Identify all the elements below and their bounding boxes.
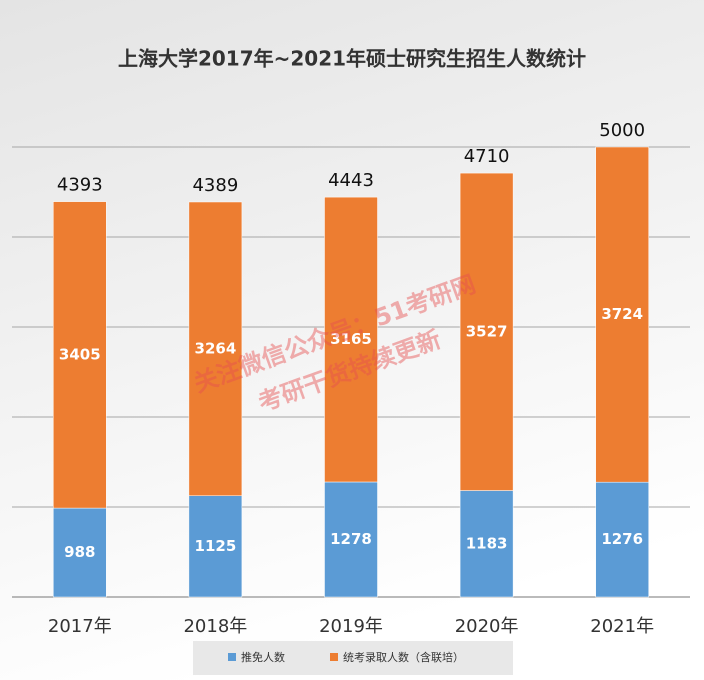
bar-segment <box>324 196 378 483</box>
x-tick-label: 2020年 <box>455 616 519 637</box>
x-tick-label: 2018年 <box>183 616 247 637</box>
value-label: 3724 <box>601 305 643 323</box>
legend-label: 推免人数 <box>241 650 285 664</box>
legend-swatch <box>228 653 236 661</box>
total-label: 4393 <box>57 175 103 196</box>
x-tick-label: 2017年 <box>48 616 112 637</box>
value-label: 1278 <box>330 530 372 548</box>
value-label: 3165 <box>330 330 372 348</box>
total-label: 4389 <box>192 175 238 196</box>
bar-segment <box>53 507 107 598</box>
value-label: 3405 <box>59 345 101 363</box>
bar-segment <box>595 481 649 598</box>
legend-swatch <box>330 653 338 661</box>
bar-segment <box>324 481 378 598</box>
value-label: 988 <box>64 543 95 561</box>
value-label: 1276 <box>601 530 643 548</box>
total-label: 5000 <box>599 120 645 141</box>
total-label: 4443 <box>328 170 374 191</box>
value-label: 3527 <box>466 322 508 340</box>
value-label: 3264 <box>195 339 237 357</box>
total-label: 4710 <box>464 146 510 167</box>
x-tick-label: 2019年 <box>319 616 383 637</box>
bar-segment <box>595 146 649 483</box>
value-label: 1125 <box>195 537 237 555</box>
bar-segment <box>188 201 243 497</box>
legend-box <box>193 641 513 675</box>
bar-segment <box>459 172 514 491</box>
legend-label: 统考录取人数（含联培） <box>343 650 464 664</box>
bar-segment <box>53 201 107 509</box>
chart-title: 上海大学2017年~2021年硕士研究生招生人数统计 <box>118 47 586 71</box>
x-tick-label: 2021年 <box>590 616 654 637</box>
value-label: 1183 <box>466 534 508 552</box>
bar-segment <box>459 490 514 598</box>
